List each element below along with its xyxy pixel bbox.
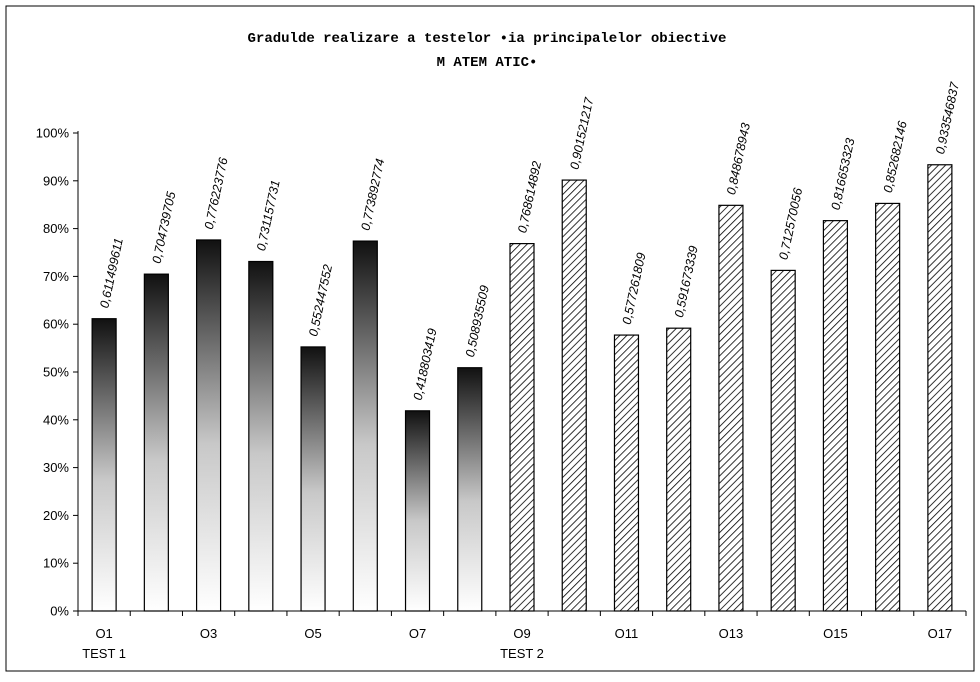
value-label: 0,933546837: [933, 80, 962, 155]
x-tick-label: O3: [200, 626, 217, 641]
bar-o15: [822, 220, 849, 612]
y-tick-label: 40%: [43, 412, 69, 427]
group-label: TEST 1: [82, 646, 126, 661]
bar-o2: [143, 273, 169, 612]
y-tick-label: 10%: [43, 556, 69, 571]
y-tick-label: 80%: [43, 221, 69, 236]
value-label: 0,712570056: [776, 187, 805, 261]
x-tick-label: O1: [95, 626, 112, 641]
bar-o3: [195, 239, 222, 612]
value-label: 0,552447552: [306, 263, 335, 337]
y-tick-label: 0%: [50, 604, 69, 619]
value-label: 0,816653323: [829, 137, 858, 211]
bar-o10: [561, 179, 587, 612]
bars-group: [91, 164, 953, 612]
y-tick-label: 60%: [43, 317, 69, 332]
bar-o11: [613, 334, 640, 612]
value-label: 0,508935509: [463, 284, 492, 358]
bar-o7: [404, 410, 431, 612]
x-tick-label: O11: [615, 626, 639, 641]
value-label: 0,418803419: [411, 327, 440, 401]
bar-o8: [457, 367, 483, 612]
value-label: 0,848678943: [724, 122, 753, 196]
bar-o5: [300, 346, 326, 612]
value-label: 0,577261809: [620, 251, 649, 325]
x-tick-label: O17: [928, 626, 953, 641]
y-tick-label: 50%: [43, 365, 69, 380]
y-tick-label: 20%: [43, 508, 69, 523]
bar-o17: [927, 164, 953, 612]
chart-border: [5, 5, 975, 672]
y-tick-label: 70%: [43, 269, 69, 284]
value-label: 0,776223776: [202, 156, 231, 230]
bar-o4: [248, 260, 274, 612]
x-tick-label: O9: [513, 626, 530, 641]
bar-o14: [770, 269, 796, 612]
y-tick-label: 90%: [43, 173, 69, 188]
value-label: 0,768614892: [515, 160, 544, 234]
value-label: 0,901521217: [567, 95, 596, 170]
y-tick-label: 30%: [43, 460, 69, 475]
bar-o16: [875, 202, 901, 612]
bar-o9: [509, 243, 535, 612]
x-tick-label: O5: [304, 626, 321, 641]
x-axis: O1 O3 O5 O7 O9 O11 O13 O15 O17 TEST 1 TEST 2: [77, 610, 967, 661]
chart-title: Gradulde realizare a testelor •ia princi…: [248, 31, 727, 47]
x-tick-label: O7: [409, 626, 426, 641]
value-label: 0,773892774: [359, 157, 388, 231]
bar-o1: [91, 318, 117, 612]
value-label: 0,611499611: [97, 237, 125, 309]
chart-subtitle: M ATEM ATIC•: [437, 55, 538, 71]
value-label: 0,591673339: [672, 244, 701, 318]
bar-o6: [352, 240, 378, 612]
value-label: 0,852682146: [881, 120, 910, 194]
bar-o13: [718, 204, 744, 612]
y-tick-label: 100%: [36, 126, 70, 141]
bar-o12: [666, 327, 692, 612]
x-tick-label: O15: [823, 626, 848, 641]
value-label: 0,704739705: [150, 190, 179, 264]
group-label: TEST 2: [500, 646, 544, 661]
value-label: 0,731157731: [254, 179, 283, 252]
x-tick-label: O13: [719, 626, 744, 641]
y-axis: 0% 10% 20% 30% 40% 50% 60% 70% 80% 90% 100%: [36, 126, 79, 619]
